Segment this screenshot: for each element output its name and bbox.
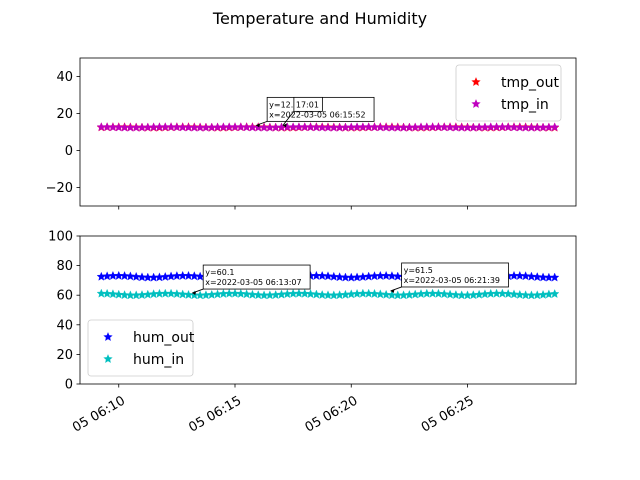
data-point-tmp_in [550,122,560,132]
y-tick-label: 100 [48,230,73,245]
data-point-hum_out [550,272,560,282]
data-point-hum_in [311,289,322,299]
x-tick-label: 05 06:25 [419,393,477,435]
data-point-hum_in [364,288,374,298]
x-tick-label: 05 06:20 [303,393,361,435]
data-point-hum_in [317,290,327,299]
y-tick-label: 0 [65,378,73,393]
data-point-hum_in [114,289,124,299]
legend-label-tmp_in: tmp_in [501,97,549,113]
y-tick-label: 40 [56,70,73,85]
data-point-hum_in [247,289,258,299]
x-tick-label: 05 06:15 [186,393,244,435]
data-point-hum_in [300,288,310,298]
y-tick-label: 20 [56,348,73,363]
annotation-2: 17:01 [282,96,323,128]
data-point-hum_in [230,288,240,298]
annotation-arrowhead [282,123,287,128]
data-point-hum_in [369,288,380,298]
annotation-label: 17:01 [296,100,319,109]
legend-marker-hum_in [103,354,113,363]
y-tick-label: 20 [56,107,73,122]
legend-marker-tmp_out [471,77,481,86]
data-point-hum_in [451,290,461,299]
annotation-label: y=61.5 [404,266,433,275]
data-point-hum_out [532,272,542,282]
annotation-box [401,262,509,288]
data-point-hum_out [393,271,403,281]
annotation-arrowhead [256,123,261,128]
series-tmp_in [96,122,560,132]
data-point-hum_out [334,272,345,282]
legend-label-hum_out: hum_out [133,330,195,346]
data-point-hum_in [236,288,246,298]
data-point-hum_in [497,288,508,298]
legend-box [87,319,194,377]
data-point-hum_in [119,290,130,300]
data-point-hum_out [515,270,525,280]
data-point-hum_in [178,289,188,299]
data-point-hum_in [433,288,444,298]
annotation-2: y=61.5x=2022-03-05 06:21:39 [390,262,509,293]
y-tick-label: 80 [56,259,73,274]
annotation-arrowhead [390,288,395,293]
data-point-hum_out [381,270,391,280]
y-tick-label: 60 [56,289,73,304]
legend-marker-tmp_in [471,99,481,108]
data-point-hum_out [329,271,339,281]
data-point-hum_in [375,289,385,299]
annotation-label: x=2022-03-05 06:21:39 [404,276,500,285]
data-point-hum_in [172,289,182,298]
annotation-box [293,96,323,112]
annotation-arrow [282,111,295,126]
data-point-hum_out [323,271,333,281]
legend-box [455,64,562,122]
annotation-label: y=60.1 [205,268,234,277]
data-point-hum_in [381,289,391,299]
data-point-hum_in [166,288,176,298]
data-point-hum_out [526,271,537,281]
data-point-hum_in [253,290,263,300]
chart-panel-2: 0 20 40 60 80 100 05 06:10 05 06:15 05 06:20 05 0… [48,230,577,436]
legend-label-tmp_out: tmp_out [501,75,559,91]
data-point-hum_out [317,271,327,280]
data-point-hum_in [515,289,525,299]
y-tick-label: 40 [56,318,73,333]
data-point-hum_out [119,271,130,280]
legend: tmp_out tmp_in [455,64,562,122]
annotation-1: y=60.1x=2022-03-05 06:13:07 [192,264,311,296]
annotation-arrowhead [192,291,197,296]
data-point-hum_in [509,289,519,299]
data-point-hum_in [503,289,513,298]
data-point-hum_in [241,289,252,299]
annotation-box [202,264,311,290]
legend-label-hum_in: hum_in [133,352,184,368]
data-point-hum_out [520,271,531,281]
data-point-hum_out [131,271,141,281]
data-point-hum_in [550,289,560,298]
data-point-hum_in [445,289,455,299]
data-point-hum_out [125,271,136,281]
data-point-hum_in [102,288,112,298]
annotation-label: x=2022-03-05 06:13:07 [205,278,301,287]
figure-title: Temperature and Humidity [212,9,427,28]
data-point-hum_in [305,289,316,298]
series-hum_in [96,288,560,300]
data-point-hum_out [189,271,199,281]
chart-panel-1: −20 0 20 40 y=12.5x=2022-03-05 06:15:5217:01… [46,57,577,210]
data-point-hum_out [183,270,194,280]
data-point-hum_out [137,272,147,282]
annotation-label: x=2022-03-05 06:15:52 [269,110,365,119]
data-point-hum_out [387,271,397,281]
data-point-hum_in [439,289,449,299]
data-point-hum_in [183,290,194,299]
y-tick-label: −20 [46,181,73,196]
x-tick-label: 05 06:10 [70,393,128,435]
legend-marker-hum_out [103,332,113,341]
annotation-label: y=12.5 [269,100,298,109]
data-point-hum_in [108,289,118,299]
y-tick-label: 0 [65,144,73,159]
legend: hum_out hum_in [87,319,195,377]
